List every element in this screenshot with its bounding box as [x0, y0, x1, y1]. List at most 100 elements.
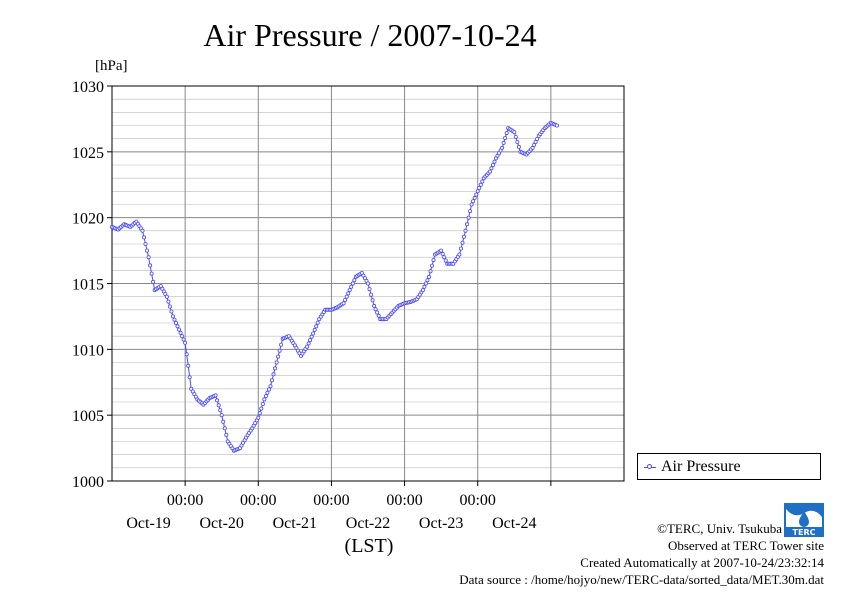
y-tick-label: 1025 [72, 145, 104, 162]
data-point [148, 263, 153, 268]
data-point [271, 372, 276, 377]
data-point [173, 320, 178, 325]
data-point [344, 294, 349, 299]
data-point [276, 354, 281, 359]
data-point [489, 166, 494, 171]
data-point [472, 195, 477, 200]
x-day-label: Oct-21 [273, 515, 317, 532]
data-point [492, 159, 497, 164]
data-point [471, 199, 476, 204]
data-point [515, 139, 520, 144]
data-point [187, 375, 192, 380]
data-point [431, 258, 436, 263]
data-point [457, 252, 462, 257]
data-point [312, 327, 317, 332]
x-day-label: Oct-24 [492, 515, 536, 532]
data-point [460, 240, 465, 245]
data-point [272, 366, 277, 371]
data-point [140, 228, 145, 233]
data-point [516, 144, 521, 149]
data-point [221, 419, 226, 424]
terc-logo-icon: TERC [784, 503, 824, 537]
data-point [343, 297, 348, 302]
logo-text: TERC [793, 528, 816, 537]
data-point [349, 284, 354, 289]
data-point [314, 324, 319, 329]
data-point [443, 258, 448, 263]
data-point [218, 408, 223, 413]
data-point [274, 360, 279, 365]
data-point [172, 317, 177, 322]
legend-label: Air Pressure [661, 458, 741, 475]
data-point [219, 413, 224, 418]
data-point [306, 341, 311, 346]
data-point [269, 378, 274, 383]
data-point [146, 255, 151, 260]
data-point [164, 294, 169, 299]
x-day-label: Oct-20 [199, 515, 243, 532]
data-point [365, 281, 370, 286]
x-axis: 00:00 00:00 00:00 00:00 00:00 Oct-19 Oct-20 Oct… [126, 481, 552, 532]
data-point [442, 255, 447, 260]
legend: Air Pressure [637, 453, 821, 480]
data-point [263, 394, 268, 399]
data-point [554, 123, 559, 128]
data-point [260, 401, 265, 406]
data-point [224, 432, 229, 437]
data-point [428, 269, 433, 274]
data-point [169, 309, 174, 314]
x-day-label: Oct-23 [419, 515, 463, 532]
data-point [480, 179, 485, 184]
data-point [184, 352, 189, 357]
data-point [178, 330, 183, 335]
data-point [175, 324, 180, 329]
data-point [141, 235, 146, 240]
data-point [500, 145, 505, 150]
data-point [308, 338, 313, 343]
data-point [215, 398, 220, 403]
data-point [463, 228, 468, 233]
x-axis-label: (LST) [345, 535, 394, 557]
data-point [144, 248, 149, 253]
data-point [464, 222, 469, 227]
y-tick-label: 1010 [72, 342, 104, 359]
data-point [277, 348, 282, 353]
x-tick-label: 00:00 [240, 492, 276, 509]
data-point [475, 189, 480, 194]
data-point [279, 342, 284, 347]
data-point [429, 263, 434, 268]
data-point [439, 248, 444, 253]
data-point [166, 299, 171, 304]
x-tick-label: 00:00 [313, 492, 349, 509]
data-point [346, 291, 351, 296]
data-point [503, 135, 508, 140]
data-point [309, 334, 314, 339]
data-point [370, 298, 375, 303]
y-axis: 1000 1005 1010 1015 1020 1025 1030 [72, 79, 112, 491]
data-point [315, 320, 320, 325]
data-point [341, 301, 346, 306]
data-point [143, 241, 148, 246]
credit-observed: Observed at TERC Tower site [667, 538, 824, 553]
data-point [533, 139, 538, 144]
data-point [213, 393, 218, 398]
x-day-label: Oct-22 [346, 515, 390, 532]
data-point [170, 314, 175, 319]
data-point [257, 411, 262, 416]
data-point [458, 246, 463, 251]
data-point [530, 145, 535, 150]
data-point [176, 327, 181, 332]
chart-title: Air Pressure / 2007-10-24 [203, 17, 536, 53]
data-point [304, 344, 309, 349]
data-point [512, 130, 517, 135]
grid [112, 86, 624, 481]
x-tick-label: 00:00 [386, 492, 422, 509]
data-point [466, 215, 471, 220]
x-day-label: Oct-19 [126, 515, 170, 532]
data-point [504, 131, 509, 136]
data-point [262, 397, 267, 402]
data-point [487, 169, 492, 174]
data-point [167, 304, 172, 309]
data-point [266, 387, 271, 392]
